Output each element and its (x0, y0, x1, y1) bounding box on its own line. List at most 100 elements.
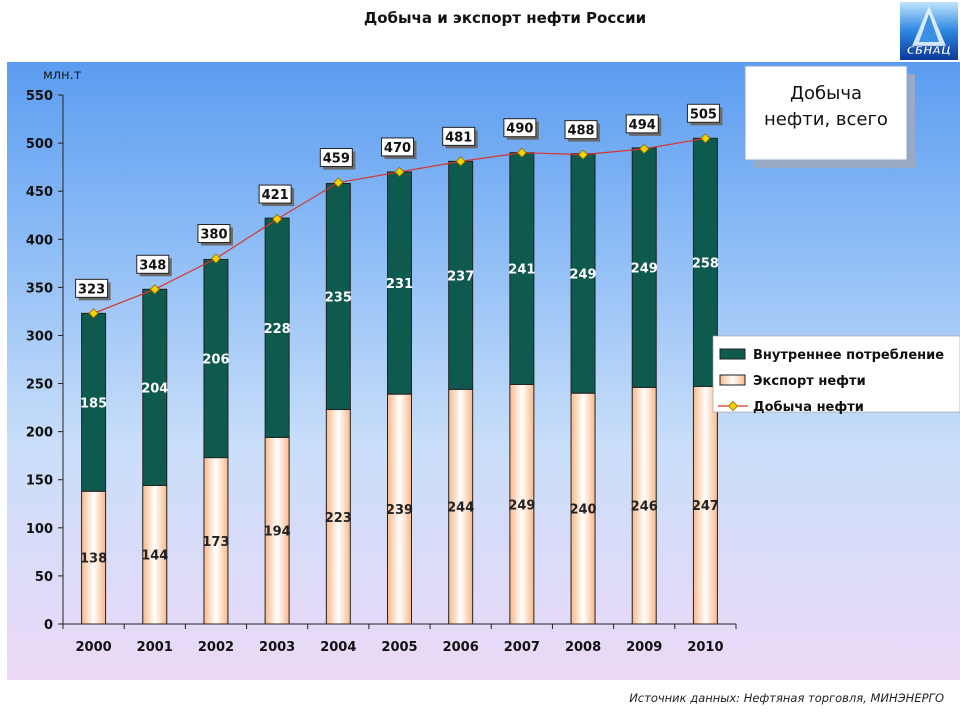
annotation-line-1: Добыча (790, 83, 862, 104)
legend-swatch-marker (727, 400, 739, 412)
legend-box (712, 335, 960, 413)
data-label-total: 323 (78, 282, 105, 297)
x-tick-label: 2003 (259, 640, 295, 655)
data-label-total: 490 (506, 122, 533, 137)
y-tick-label: 450 (26, 185, 53, 200)
data-label-box (381, 137, 414, 157)
line-marker (455, 156, 466, 167)
line-marker (333, 177, 344, 188)
y-tick-label: 100 (26, 522, 53, 537)
x-tick-label: 2001 (137, 640, 173, 655)
line-marker (88, 308, 99, 319)
source-note: Источник данных: Нефтяная торговля, МИНЭ… (629, 691, 944, 705)
x-tick-label: 2004 (320, 640, 356, 655)
data-label-box (197, 224, 231, 244)
y-tick-label: 50 (35, 570, 53, 585)
annotation-box (744, 65, 908, 161)
bar-domestic (448, 160, 474, 390)
data-label-domestic: 206 (202, 353, 229, 368)
data-label-export: 249 (508, 498, 535, 513)
y-tick-label: 400 (26, 233, 53, 248)
data-label-domestic: 185 (80, 396, 107, 411)
y-tick-label: 550 (26, 89, 53, 104)
data-label-domestic: 204 (141, 381, 168, 396)
data-label-box (75, 278, 109, 298)
x-tick-label: 2008 (565, 640, 601, 655)
data-label-box (442, 126, 476, 146)
bar-domestic (142, 288, 168, 486)
bar-export (692, 385, 718, 625)
bar-domestic (203, 258, 229, 459)
data-label-export: 244 (447, 501, 474, 516)
line-marker (639, 143, 650, 154)
x-tick-label: 2006 (443, 640, 479, 655)
bar-export (570, 392, 596, 625)
bar-domestic (509, 152, 535, 386)
line-marker (700, 133, 711, 144)
data-label-total: 459 (323, 152, 350, 167)
company-logo: СБНАЦ (900, 2, 958, 60)
data-label-box (625, 114, 659, 134)
data-label-export: 239 (386, 503, 413, 518)
oil-derrick-logo-icon: СБНАЦ (900, 2, 958, 60)
y-axis-label: млн.т (43, 68, 82, 83)
bar-export (448, 388, 474, 625)
x-tick-label: 2005 (381, 640, 417, 655)
data-label-box (564, 120, 598, 140)
bar-domestic (264, 217, 290, 438)
data-label-box (319, 148, 353, 168)
line-marker (272, 214, 283, 225)
data-label-total: 470 (384, 141, 411, 156)
data-label-total: 380 (200, 228, 227, 243)
x-tick-label: 2000 (75, 640, 111, 655)
bar-export (325, 409, 351, 625)
data-label-box (136, 254, 170, 274)
y-tick-label: 0 (44, 618, 53, 633)
data-label-domestic: 249 (631, 262, 658, 277)
data-label-total: 481 (445, 130, 472, 145)
line-marker (394, 166, 405, 178)
y-tick-label: 250 (26, 378, 53, 393)
bar-export (264, 436, 290, 625)
bar-domestic (631, 147, 657, 388)
data-label-domestic: 249 (569, 267, 596, 282)
data-label-domestic: 228 (264, 322, 291, 337)
data-label-box (686, 103, 720, 123)
y-tick-label: 350 (26, 281, 53, 296)
y-tick-label: 150 (26, 474, 53, 489)
chart-panel: млн.т 0 50 100 150 200 250 300 350 400 450 500 550 20… (7, 62, 960, 680)
page-title: Добыча и экспорт нефти России (363, 9, 647, 27)
data-label-total: 488 (567, 124, 594, 139)
y-tick-label: 500 (26, 137, 53, 152)
data-label-domestic: 237 (447, 269, 474, 284)
y-tick-label: 300 (26, 329, 53, 344)
logo-text: СБНАЦ (907, 44, 951, 57)
data-label-export: 247 (692, 499, 719, 514)
bar-export (631, 386, 657, 625)
data-label-export: 240 (569, 503, 596, 518)
data-label-export: 194 (264, 525, 291, 540)
x-tick-label: 2002 (198, 640, 234, 655)
bar-domestic (387, 171, 412, 395)
data-label-total: 494 (629, 118, 656, 133)
legend-label: Добыча нефти (753, 400, 864, 415)
line-marker (149, 284, 160, 295)
data-label-domestic: 235 (325, 291, 352, 306)
legend-swatch-export (719, 374, 746, 386)
data-label-total: 348 (139, 258, 166, 273)
data-label-domestic: 258 (692, 256, 719, 271)
line-marker (210, 253, 222, 264)
data-label-total: 505 (690, 107, 717, 122)
x-tick-label: 2007 (504, 640, 540, 655)
data-label-box (258, 184, 292, 204)
bar-export (509, 384, 535, 625)
data-label-export: 138 (80, 552, 107, 567)
data-label-domestic: 241 (508, 263, 535, 278)
line-marker (577, 149, 589, 160)
data-label-export: 246 (631, 500, 658, 515)
y-tick-label: 200 (26, 426, 53, 441)
legend-swatch-domestic (719, 348, 746, 360)
data-label-export: 173 (202, 535, 229, 550)
line-marker (516, 147, 527, 158)
data-label-export: 223 (325, 511, 352, 526)
